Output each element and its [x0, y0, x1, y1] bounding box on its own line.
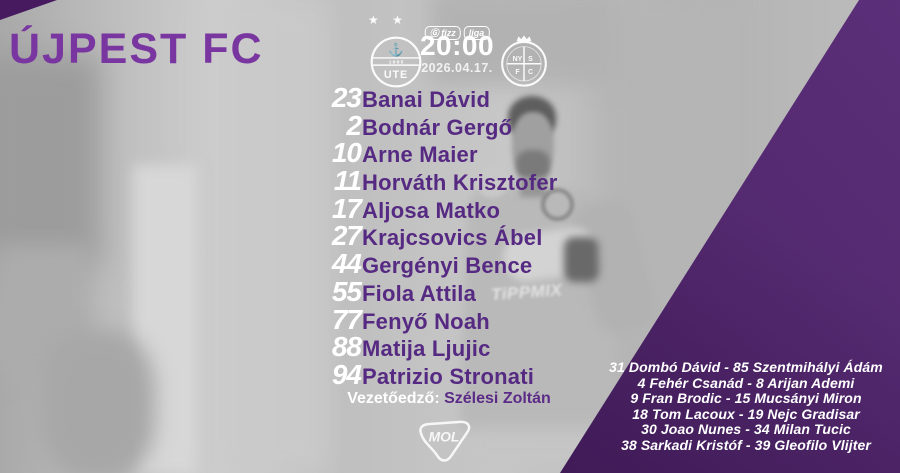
- stadium-blur: [200, 0, 330, 473]
- lineup-row: 88Matija Ljujic: [265, 333, 558, 361]
- player-number: 17: [331, 192, 362, 224]
- player-name: Fiola Attila: [362, 280, 477, 306]
- lineup-row: 2Bodnár Gergő: [265, 109, 558, 141]
- anchor-icon: ⚓: [388, 42, 404, 57]
- champion-stars: ★ ★: [368, 13, 408, 27]
- player-number: 27: [331, 220, 362, 252]
- lineup-row: 44Gergényi Bence: [265, 250, 558, 278]
- lineup-row: 17Aljosa Matko: [265, 192, 558, 224]
- lineup-row: 10Arne Maier: [265, 139, 558, 167]
- player-name: Matija Ljujic: [362, 336, 491, 362]
- player-name: Patrizio Stronati: [362, 363, 535, 389]
- home-club-badge: ⚓ 1·8·8·5 UTE: [370, 36, 422, 88]
- player-name: Krajcsovics Ábel: [362, 225, 543, 251]
- svg-text:UTE: UTE: [384, 69, 408, 81]
- kickoff-time: 20:00: [419, 30, 495, 61]
- player-number: 2: [346, 109, 362, 141]
- liga-logo: liga: [463, 26, 490, 41]
- player-name: Bodnár Gergő: [362, 114, 513, 140]
- player-number: 94: [331, 358, 362, 390]
- substitutes-list: 31 Dombó Dávid - 85 Szentmihályi Ádám 4 F…: [596, 359, 896, 454]
- lineup-row: 55Fiola Attila: [265, 275, 558, 307]
- player-number: 11: [333, 165, 362, 197]
- player-number: 55: [331, 275, 362, 307]
- player-number: 23: [331, 82, 362, 113]
- player-number: 88: [331, 331, 362, 363]
- crowd-blur: [0, 55, 100, 265]
- coach-name-value: Szélesi Zoltán: [444, 390, 551, 407]
- lineup-list: 23Banai Dávid 2Bodnár Gergő 10Arne Maier 11…: [265, 84, 558, 389]
- svg-text:F: F: [515, 69, 519, 76]
- crown-icon: [516, 35, 532, 42]
- svg-text:S: S: [528, 56, 533, 63]
- substitute-line: 38 Sarkadi Kristóf - 39 Gleofilo Vlijter: [621, 436, 871, 453]
- player-number: 77: [331, 303, 362, 335]
- substitute-line: 30 Joao Nunes - 34 Milan Tucic: [641, 421, 851, 438]
- jersey-roundel: [477, 167, 508, 198]
- league-logo: Ⓖ fizz liga: [424, 26, 490, 41]
- lineup-row: 94Patrizio Stronati: [265, 361, 558, 389]
- lineup-row: 27Krajcsovics Ábel: [265, 222, 558, 250]
- coach-line: Vezetőedző: Szélesi Zoltán: [299, 390, 599, 408]
- player-name: Arne Maier: [362, 142, 478, 168]
- player-name: Gergényi Bence: [362, 253, 533, 279]
- player-neck: [520, 177, 546, 197]
- jersey-crest: [541, 188, 574, 221]
- substitute-line: 4 Fehér Csanád - 8 Arijan Ademi: [637, 374, 855, 391]
- player-beard: [516, 150, 550, 180]
- player-number: 44: [331, 248, 362, 280]
- lineup-row: 77Fenyő Noah: [265, 303, 558, 335]
- glove-strap: [564, 237, 599, 282]
- club-title: ÚJPEST FC: [9, 25, 264, 73]
- background-figure-blur: [40, 330, 155, 473]
- fizz-logo: Ⓖ fizz: [424, 26, 461, 41]
- substitute-line: 18 Tom Lacoux - 19 Nejc Gradisar: [632, 405, 860, 422]
- svg-text:NY: NY: [513, 56, 523, 63]
- svg-text:1·8·8·5: 1·8·8·5: [389, 59, 404, 64]
- coach-label: Vezetőedző:: [347, 390, 440, 407]
- match-date: 2026.04.17.: [421, 61, 493, 75]
- substitute-line: 31 Dombó Dávid - 85 Szentmihályi Ádám: [609, 359, 883, 375]
- lineup-row: 23Banai Dávid: [265, 84, 558, 112]
- svg-text:C: C: [528, 69, 533, 76]
- player-name: Banai Dávid: [362, 87, 491, 112]
- player-name: Aljosa Matko: [362, 197, 501, 223]
- player-name: Fenyő Noah: [362, 308, 490, 334]
- svg-text:MOL: MOL: [429, 429, 460, 445]
- player-name: Horváth Krisztofer: [362, 170, 558, 196]
- substitute-line: 9 Fran Brodic - 15 Mucsányi Miron: [630, 390, 862, 407]
- player-number: 10: [331, 137, 362, 169]
- away-club-badge: NY S F C: [501, 35, 547, 87]
- mol-sponsor-logo: MOL: [419, 420, 471, 462]
- lineup-row: 11Horváth Krisztofer: [265, 167, 558, 195]
